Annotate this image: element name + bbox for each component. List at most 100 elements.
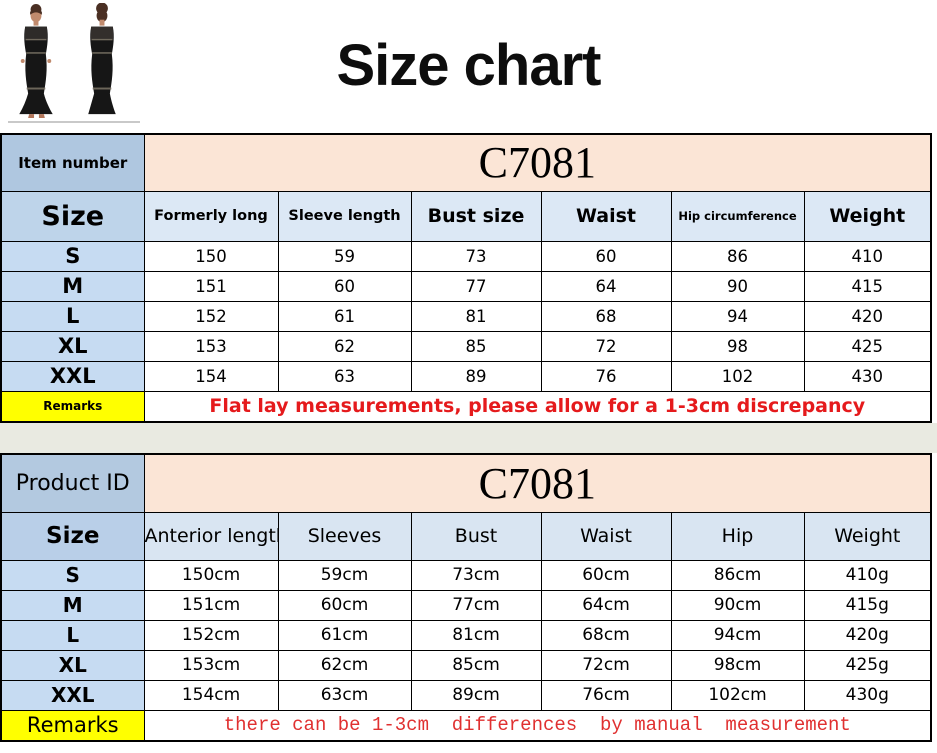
- size-table-intl: Item number C7081 Size Formerly long Sle…: [0, 133, 933, 423]
- col-header-anterior-length: Anterior length: [143, 511, 279, 561]
- cell: 98: [670, 330, 805, 362]
- product-id-value: C7081: [143, 453, 932, 513]
- cell: 60cm: [540, 559, 672, 591]
- size-table-cm: Product ID C7081 Size Anterior length Sl…: [0, 453, 933, 742]
- col-header-size: Size: [0, 511, 145, 561]
- row-label: S: [0, 240, 145, 272]
- col-header-waist: Waist: [540, 511, 672, 561]
- row-label: L: [0, 300, 145, 332]
- col-header-bust: Bust: [410, 511, 542, 561]
- col-header-hip: Hip: [670, 511, 805, 561]
- cell: 86: [670, 240, 805, 272]
- row-label: L: [0, 619, 145, 651]
- remarks-text: Flat lay measurements, please allow for …: [143, 390, 932, 423]
- table-row-xl: XL 153 62 85 72 98 425: [0, 330, 932, 362]
- cell: 89cm: [410, 679, 542, 711]
- row-label: XL: [0, 649, 145, 681]
- row-label: M: [0, 589, 145, 621]
- cell: 94: [670, 300, 805, 332]
- cell: 410: [803, 240, 932, 272]
- column-header-row: Size Formerly long Sleeve length Bust si…: [0, 190, 932, 242]
- cell: 151: [143, 270, 279, 302]
- product-photos: [8, 2, 140, 123]
- product-id-row: Product ID C7081: [0, 453, 932, 513]
- cell: 81: [410, 300, 542, 332]
- cell: 77: [410, 270, 542, 302]
- cell: 63: [277, 360, 412, 392]
- cell: 415g: [803, 589, 932, 621]
- col-header-size: Size: [0, 190, 145, 242]
- cell: 73: [410, 240, 542, 272]
- table-row-l: L 152cm 61cm 81cm 68cm 94cm 420g: [0, 619, 932, 651]
- cell: 420g: [803, 619, 932, 651]
- cell: 61: [277, 300, 412, 332]
- cell: 76cm: [540, 679, 672, 711]
- table-row-xxl: XXL 154 63 89 76 102 430: [0, 360, 932, 392]
- cell: 150cm: [143, 559, 279, 591]
- header: Size chart: [0, 0, 937, 133]
- cell: 154cm: [143, 679, 279, 711]
- row-label: XXL: [0, 679, 145, 711]
- cell: 59cm: [277, 559, 412, 591]
- cell: 73cm: [410, 559, 542, 591]
- cell: 63cm: [277, 679, 412, 711]
- cell: 76: [540, 360, 672, 392]
- col-header-sleeve-length: Sleeve length: [277, 190, 412, 242]
- cell: 152cm: [143, 619, 279, 651]
- cell: 430: [803, 360, 932, 392]
- remarks-row: Remarks Flat lay measurements, please al…: [0, 390, 932, 423]
- item-number-row: Item number C7081: [0, 133, 932, 192]
- cell: 152: [143, 300, 279, 332]
- cell: 150: [143, 240, 279, 272]
- cell: 68cm: [540, 619, 672, 651]
- table-row-s: S 150 59 73 60 86 410: [0, 240, 932, 272]
- cell: 154: [143, 360, 279, 392]
- row-label: S: [0, 559, 145, 591]
- cell: 410g: [803, 559, 932, 591]
- table-row-s: S 150cm 59cm 73cm 60cm 86cm 410g: [0, 559, 932, 591]
- cell: 85: [410, 330, 542, 362]
- cell: 61cm: [277, 619, 412, 651]
- remarks-text: there can be 1-3cm differences by manual…: [143, 709, 932, 742]
- cell: 72: [540, 330, 672, 362]
- row-label: M: [0, 270, 145, 302]
- cell: 64: [540, 270, 672, 302]
- table-row-m: M 151 60 77 64 90 415: [0, 270, 932, 302]
- dress-back-icon: [88, 2, 116, 115]
- cell: 420: [803, 300, 932, 332]
- cell: 415: [803, 270, 932, 302]
- cell: 60cm: [277, 589, 412, 621]
- row-label: XXL: [0, 360, 145, 392]
- dress-front-icon: [19, 3, 53, 119]
- dress-model-back-image: [74, 2, 130, 119]
- cell: 90: [670, 270, 805, 302]
- cell: 151cm: [143, 589, 279, 621]
- row-label: XL: [0, 330, 145, 362]
- table-row-m: M 151cm 60cm 77cm 64cm 90cm 415g: [0, 589, 932, 621]
- cell: 68: [540, 300, 672, 332]
- cell: 62cm: [277, 649, 412, 681]
- table-row-xxl: XXL 154cm 63cm 89cm 76cm 102cm 430g: [0, 679, 932, 711]
- cell: 62: [277, 330, 412, 362]
- remarks-label: Remarks: [0, 390, 145, 423]
- dress-model-front-image: [8, 3, 64, 119]
- col-header-bust-size: Bust size: [410, 190, 542, 242]
- cell: 81cm: [410, 619, 542, 651]
- cell: 425g: [803, 649, 932, 681]
- cell: 90cm: [670, 589, 805, 621]
- page-title: Size chart: [336, 33, 602, 98]
- cell: 89: [410, 360, 542, 392]
- cell: 60: [277, 270, 412, 302]
- item-number-label: Item number: [0, 133, 145, 192]
- col-header-weight: Weight: [803, 190, 932, 242]
- cell: 59: [277, 240, 412, 272]
- table-row-xl: XL 153cm 62cm 85cm 72cm 98cm 425g: [0, 649, 932, 681]
- col-header-weight: Weight: [803, 511, 932, 561]
- remarks-row: Remarks there can be 1-3cm differences b…: [0, 709, 932, 742]
- cell: 85cm: [410, 649, 542, 681]
- cell: 60: [540, 240, 672, 272]
- cell: 430g: [803, 679, 932, 711]
- column-header-row: Size Anterior length Sleeves Bust Waist …: [0, 511, 932, 561]
- cell: 425: [803, 330, 932, 362]
